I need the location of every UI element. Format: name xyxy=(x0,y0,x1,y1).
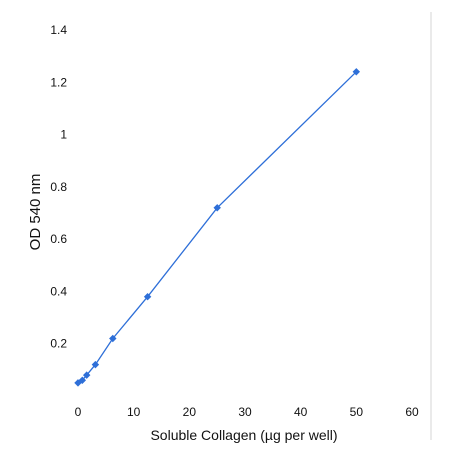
x-tick-label: 0 xyxy=(75,405,82,419)
y-tick-label: 1.2 xyxy=(50,75,67,89)
data-point xyxy=(352,68,361,76)
data-point xyxy=(78,376,87,385)
x-tick-labels: 0 10 20 30 40 50 60 xyxy=(75,405,419,419)
series xyxy=(74,68,361,387)
data-point xyxy=(213,204,221,212)
y-tick-label: 0.2 xyxy=(50,337,67,351)
x-tick-label: 60 xyxy=(405,405,419,419)
data-point xyxy=(82,371,91,379)
y-tick-label: 1 xyxy=(60,128,67,142)
x-tick-label: 20 xyxy=(183,405,197,419)
data-point xyxy=(109,334,117,343)
x-tick-label: 30 xyxy=(238,405,252,419)
y-axis-title: OD 540 nm xyxy=(27,174,44,251)
series-line xyxy=(77,71,357,384)
data-point xyxy=(143,292,152,301)
y-tick-label: 1.4 xyxy=(50,23,67,37)
data-point xyxy=(91,360,100,369)
y-tick-label: 0.6 xyxy=(50,232,67,246)
x-tick-label: 10 xyxy=(127,405,141,419)
x-axis-title: Soluble Collagen (µg per well) xyxy=(150,427,337,443)
y-tick-labels: 0.2 0.4 0.6 0.8 1 1.2 1.4 xyxy=(50,23,67,351)
y-tick-label: 0.4 xyxy=(50,284,67,298)
y-tick-label: 0.8 xyxy=(50,180,67,194)
x-tick-label: 40 xyxy=(294,405,308,419)
x-tick-label: 50 xyxy=(350,405,364,419)
